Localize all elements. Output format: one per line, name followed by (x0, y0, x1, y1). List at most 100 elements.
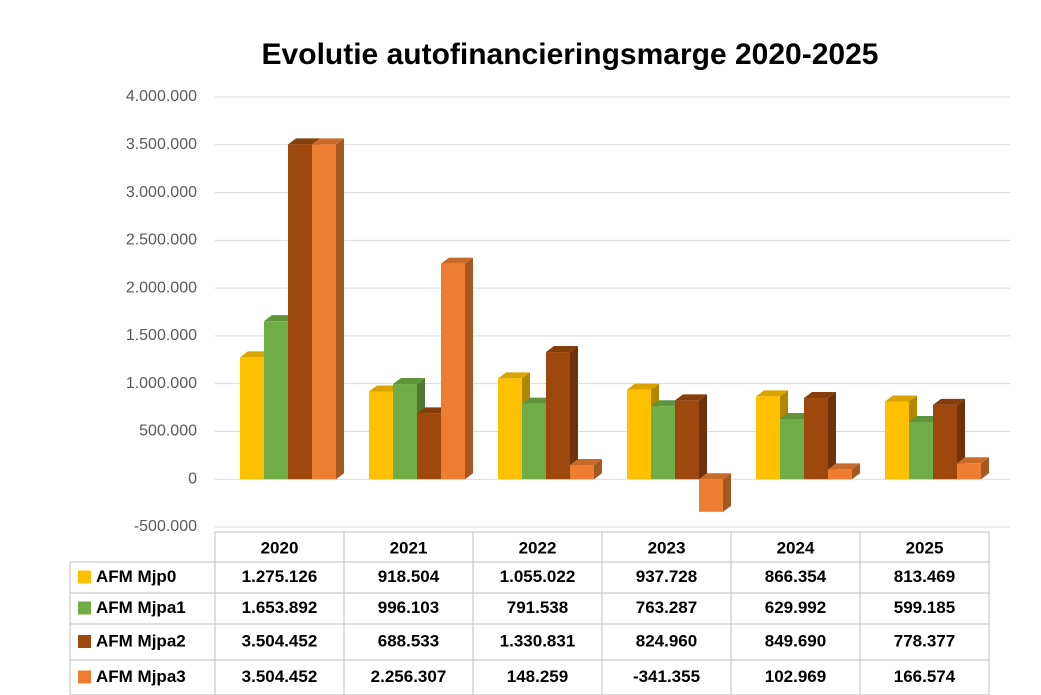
data-label: 849.690 (765, 631, 826, 650)
bar-top (675, 394, 707, 401)
bar (957, 463, 981, 480)
data-label: 2.256.307 (371, 667, 447, 686)
bar-side (852, 463, 860, 480)
x-tick-label: 2022 (519, 538, 557, 557)
bar (909, 421, 933, 480)
y-tick-label: 1.000.000 (126, 375, 197, 392)
bar-side (699, 394, 707, 480)
x-tick-label: 2025 (906, 538, 944, 557)
bar-side (723, 473, 731, 512)
bar (651, 406, 675, 480)
bar-side (336, 138, 344, 480)
bar (417, 413, 441, 480)
y-tick-label: 500.000 (139, 423, 197, 440)
bar-top (885, 395, 917, 402)
bar (570, 465, 594, 480)
bar-top (498, 372, 530, 379)
data-label: 1.275.126 (242, 567, 318, 586)
bar (441, 263, 465, 480)
y-tick-label: 4.000.000 (126, 88, 197, 105)
bar (780, 419, 804, 480)
bar-top (393, 378, 425, 385)
bar (699, 479, 723, 512)
bar (288, 144, 312, 480)
bar (804, 398, 828, 480)
y-tick-label: 3.000.000 (126, 184, 197, 201)
bar-top (804, 392, 836, 399)
x-tick-label: 2021 (390, 538, 428, 557)
bar-top (570, 459, 602, 466)
data-label: 996.103 (378, 598, 439, 617)
data-label: 1.055.022 (500, 567, 576, 586)
data-label: 824.960 (636, 631, 697, 650)
bar-top (627, 383, 659, 390)
bar-top (288, 138, 320, 145)
legend-swatch (78, 601, 91, 615)
x-tick-label: 2023 (648, 538, 686, 557)
bar (240, 357, 264, 480)
legend-label: AFM Mjpa3 (96, 667, 186, 686)
legend-swatch (78, 570, 91, 584)
x-tick-label: 2020 (261, 538, 299, 557)
y-tick-label: 2.000.000 (126, 279, 197, 296)
data-label: 166.574 (894, 667, 956, 686)
y-tick-label: 0 (188, 470, 197, 487)
data-label: 599.185 (894, 598, 955, 617)
y-tick-label: 3.500.000 (126, 136, 197, 153)
data-label: 763.287 (636, 598, 697, 617)
y-tick-label: 2.500.000 (126, 232, 197, 249)
bar (828, 469, 852, 480)
bar (393, 384, 417, 480)
bar (264, 321, 288, 480)
data-label: 1.653.892 (242, 598, 318, 617)
bar-top (756, 390, 788, 397)
data-label: 3.504.452 (242, 667, 318, 686)
bar (312, 144, 336, 480)
x-tick-label: 2024 (777, 538, 815, 557)
bar (885, 401, 909, 480)
data-label: 102.969 (765, 667, 826, 686)
legend-swatch (78, 670, 91, 684)
bar-top (933, 398, 965, 405)
y-tick-label: 1.500.000 (126, 327, 197, 344)
bar-top (699, 473, 731, 480)
bar-side (570, 346, 578, 480)
bar-side (828, 392, 836, 480)
bar-top (546, 346, 578, 353)
chart-title: Evolutie autofinancieringsmarge 2020-202… (262, 38, 879, 71)
bar-top (828, 463, 860, 470)
bar (369, 391, 393, 480)
bar-side (981, 457, 989, 480)
bar-top (441, 257, 473, 264)
data-label: 813.469 (894, 567, 955, 586)
data-label: 148.259 (507, 667, 568, 686)
data-label: 629.992 (765, 598, 826, 617)
bar-side (465, 257, 473, 480)
data-label: 1.330.831 (500, 631, 576, 650)
data-label: 937.728 (636, 567, 697, 586)
bar (546, 352, 570, 480)
legend-label: AFM Mjpa2 (96, 631, 186, 650)
data-label: 866.354 (765, 567, 827, 586)
data-label: 918.504 (378, 567, 440, 586)
bar-top (957, 457, 989, 464)
bar-top (312, 138, 344, 145)
bar-side (594, 459, 602, 480)
bar (498, 378, 522, 480)
data-label: 791.538 (507, 598, 568, 617)
bar (627, 389, 651, 480)
data-label: 688.533 (378, 631, 439, 650)
legend-swatch (78, 635, 91, 648)
bar (675, 400, 699, 480)
data-label: 3.504.452 (242, 631, 318, 650)
data-label: -341.355 (633, 667, 700, 686)
y-tick-label: -500.000 (134, 518, 197, 535)
bar (756, 396, 780, 480)
data-label: 778.377 (894, 631, 955, 650)
legend-label: AFM Mjp0 (96, 567, 176, 586)
bar (522, 403, 546, 480)
legend-label: AFM Mjpa1 (96, 598, 186, 617)
bar (933, 404, 957, 480)
